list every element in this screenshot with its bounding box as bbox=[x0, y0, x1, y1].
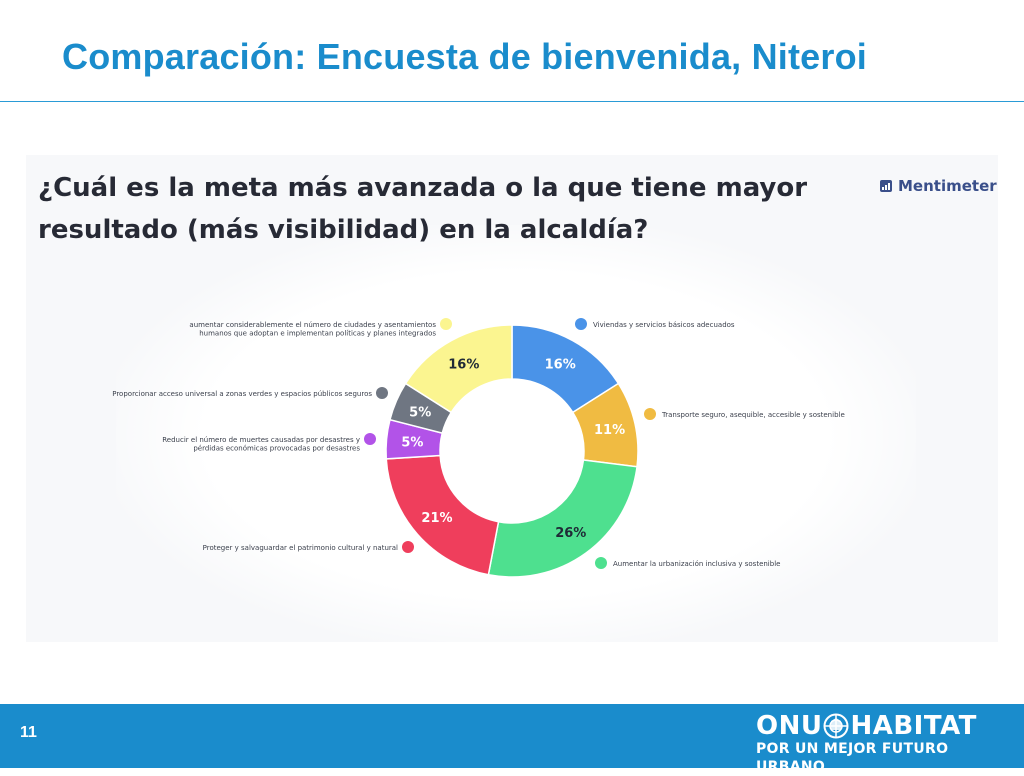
legend-label: aumentar considerablemente el número de … bbox=[189, 321, 436, 338]
question-text: ¿Cuál es la meta más avanzada o la que t… bbox=[38, 173, 808, 245]
legend-dot bbox=[575, 318, 587, 330]
slice-percent-label: 16% bbox=[448, 357, 479, 372]
legend-dot bbox=[595, 557, 607, 569]
un-emblem-icon bbox=[823, 713, 849, 739]
slice-percent-label: 11% bbox=[594, 423, 625, 438]
donut-chart: 16% Viviendas y servicios básicos adecuad… bbox=[112, 318, 845, 578]
slice-percent-label: 5% bbox=[409, 405, 431, 420]
legend-dot bbox=[402, 541, 414, 553]
donut-slice-aumentar-considerablemente-el bbox=[404, 324, 513, 414]
logo-text-habitat: HABITAT bbox=[850, 711, 977, 741]
legend-label: Viviendas y servicios básicos adecuados bbox=[593, 321, 735, 329]
slice-percent-label: 26% bbox=[555, 526, 586, 541]
legend-label: Reducir el número de muertes causadas po… bbox=[162, 436, 360, 453]
footer-bar: 11 ONU HABITAT POR UN MEJOR FUTURO URBAN… bbox=[0, 704, 1024, 775]
mentimeter-brand: Mentimeter bbox=[880, 177, 997, 195]
legend-dot bbox=[376, 387, 388, 399]
legend-dot bbox=[440, 318, 452, 330]
legend-dot bbox=[364, 433, 376, 445]
donut-slice-aumentar-la-urbanizacion bbox=[487, 459, 638, 578]
mentimeter-results-screenshot: ¿Cuál es la meta más avanzada o la que t… bbox=[26, 155, 998, 642]
slice-percent-label: 21% bbox=[421, 511, 452, 526]
un-habitat-logo: ONU HABITAT POR UN MEJOR FUTURO URBANO bbox=[756, 711, 1014, 775]
logo-tagline: POR UN MEJOR FUTURO URBANO bbox=[756, 741, 949, 775]
page-number: 11 bbox=[20, 724, 37, 741]
mentimeter-brand-name: Mentimeter bbox=[898, 177, 997, 195]
legend-dot bbox=[644, 408, 656, 420]
legend-label: Proporcionar acceso universal a zonas ve… bbox=[112, 390, 372, 398]
title-divider bbox=[0, 101, 1024, 102]
mentimeter-logo-icon bbox=[880, 180, 892, 192]
legend-label: Proteger y salvaguardar el patrimonio cu… bbox=[203, 544, 398, 552]
legend-label: Transporte seguro, asequible, accesible … bbox=[661, 411, 845, 419]
slice-percent-label: 16% bbox=[545, 357, 576, 372]
slide-title: Comparación: Encuesta de bienvenida, Nit… bbox=[62, 36, 867, 77]
legend-label: Aumentar la urbanización inclusiva y sos… bbox=[613, 560, 780, 568]
logo-text-onu: ONU bbox=[756, 711, 823, 741]
slice-percent-label: 5% bbox=[401, 436, 423, 451]
